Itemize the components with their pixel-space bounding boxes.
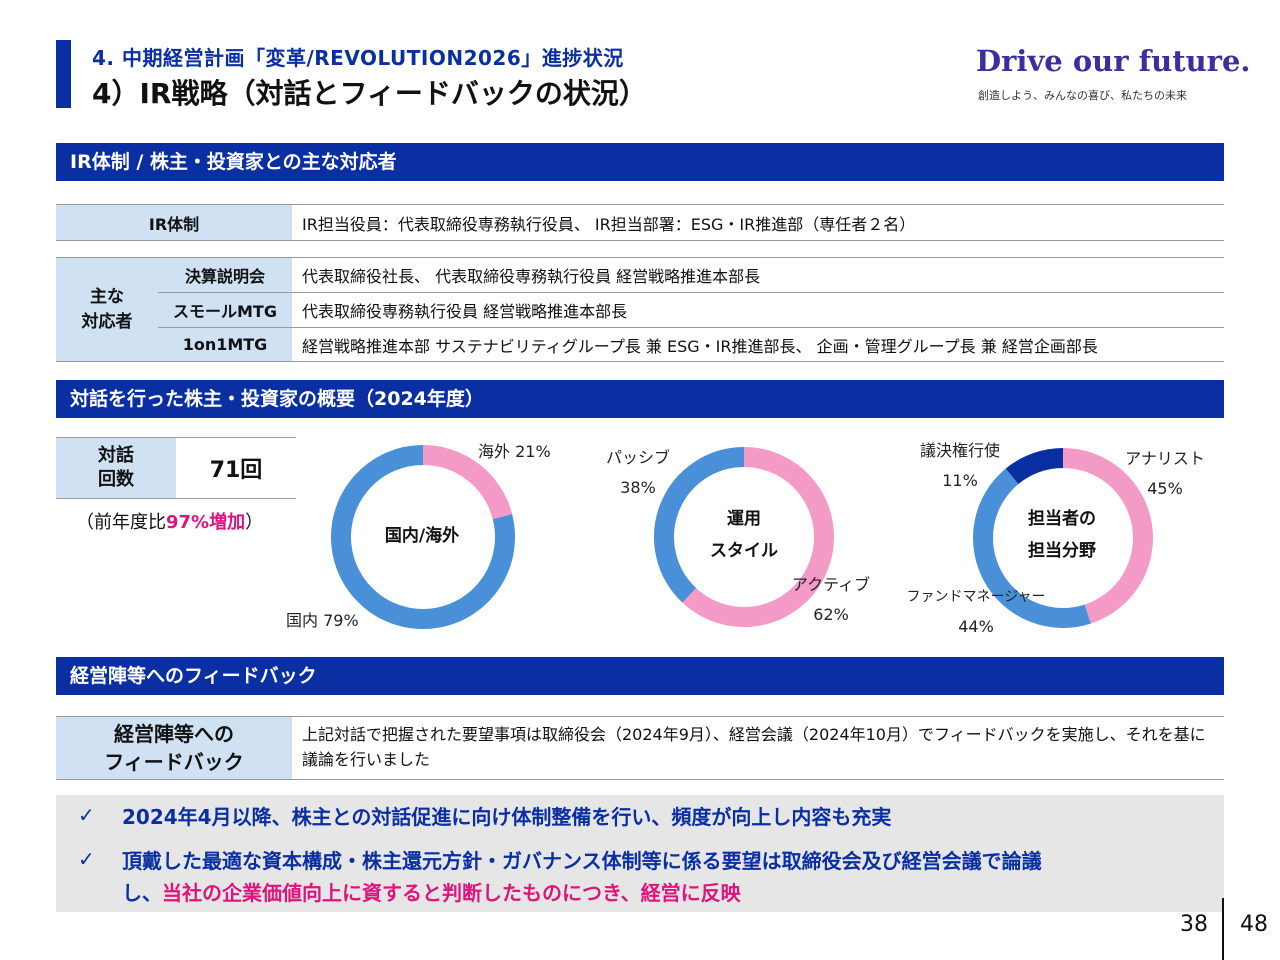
donut-segment-label: ファンドマネージャー 44% [906,589,1046,636]
ir-structure-table: IR体制 IR担当役員：代表取締役専務執行役員、 IR担当部署：ESG・IR推進… [56,204,1224,241]
section-header-dialogue-overview: 対話を行った株主・投資家の概要（2024年度） [56,380,1224,418]
dialogue-count-value: 71回 [209,458,263,483]
page-number: 38 [1180,912,1208,937]
dialogue-count-box: 対話 回数 71回 [56,437,296,499]
brand-tagline: 創造しよう、みんなの喜び、私たちの未来 [978,89,1187,102]
feedback-label-line2: フィードバック [104,750,244,774]
donut-segment-アクティブ [682,447,834,627]
responders-label-line1: 主な [90,286,124,307]
donut-segment-label: アクティブ 62% [791,575,871,624]
donut-segment-国内 [331,445,515,629]
donut-center-label: 担当者の 担当分野 [1002,503,1122,567]
summary-item-2-line2: し、当社の企業価値向上に資すると判断したものにつき、経営に反映 [122,877,1042,909]
brand-logo: Drive our future. [976,44,1251,78]
donut-center-line1: 担当者の [1028,509,1096,529]
yoy-suffix: ） [245,512,264,533]
donut-segment-アナリスト [1062,448,1153,624]
ir-structure-label: IR体制 [56,204,292,241]
page-total: 48 [1240,912,1268,937]
donut-segment-議決権行使 [1005,448,1064,485]
checkmark-icon: ✓ [78,847,95,871]
section-header-feedback: 経営陣等へのフィードバック [56,657,1224,695]
summary-item-2: 頂戴した最適な資本構成・株主還元方針・ガバナンス体制等に係る要望は取締役会及び経… [122,845,1042,909]
responders-table: 主な 対応者 決算説明会 代表取締役社長、 代表取締役専務執行役員 経営戦略推進… [56,257,1224,362]
responder-row-value: 代表取締役専務執行役員 経営戦略推進本部長 [292,292,1224,328]
responder-row-value: 代表取締役社長、 代表取締役専務執行役員 経営戦略推進本部長 [292,257,1224,293]
summary-item-2-prefix: し、 [122,881,162,905]
donut-segment-パッシブ [654,447,745,603]
donut-center-line1: 運用 [727,509,761,529]
summary-item-2-line1: 頂戴した最適な資本構成・株主還元方針・ガバナンス体制等に係る要望は取締役会及び経… [122,849,1042,873]
responder-row-label: 1on1MTG [158,327,292,362]
donut-segment-label: 海外 21% [478,442,551,461]
responders-label: 主な 対応者 [56,257,158,362]
donut-segment-ファンドマネージャー [973,468,1091,628]
donut-segment-label: アナリスト 45% [1125,449,1205,498]
donut-chart-domestic-overseas [331,445,515,629]
title-accent-bar [56,40,71,108]
dialogue-count-label-line1: 対話 [98,445,134,466]
section-header-ir-structure: IR体制 / 株主・投資家との主な対応者 [56,143,1224,181]
feedback-text: 上記対話で把握された要望事項は取締役会（2024年9月）、経営会議（2024年1… [302,725,1206,769]
feedback-label: 経営陣等への フィードバック [56,717,292,779]
yoy-prefix: （前年度比 [76,512,166,533]
yoy-highlight: 97%増加 [166,512,246,533]
dialogue-count-label-line2: 回数 [98,469,134,490]
summary-box: ✓ 2024年4月以降、株主との対話促進に向け体制整備を行い、頻度が向上し内容も… [56,795,1224,912]
donut-segment-label: 国内 79% [286,611,359,630]
donut-center-label: 運用 スタイル [684,503,804,567]
summary-item-1: 2024年4月以降、株主との対話促進に向け体制整備を行い、頻度が向上し内容も充実 [122,805,892,829]
responder-row-label: 決算説明会 [158,257,292,293]
donut-segment-海外 [422,445,513,520]
responder-row-label: スモールMTG [158,292,292,328]
page-divider [1222,898,1224,960]
donut-chart-investment-style [654,447,834,627]
yoy-comparison: （前年度比97%増加） [76,508,263,534]
ir-structure-value: IR担当役員：代表取締役専務執行役員、 IR担当部署：ESG・IR推進部（専任者… [292,204,1224,241]
summary-item-2-highlight: 当社の企業価値向上に資すると判断したものにつき、経営に反映 [162,881,741,905]
donut-segment-label: パッシブ 38% [605,448,670,497]
feedback-box: 経営陣等への フィードバック 上記対話で把握された要望事項は取締役会（2024年… [56,716,1224,780]
donut-center-line2: スタイル [710,541,778,561]
section-supertitle: 4. 中期経営計画「変革/REVOLUTION2026」進捗状況 [92,46,624,70]
donut-center-line2: 担当分野 [1028,541,1096,561]
donut-segment-label: 議決権行使 11% [919,441,1000,490]
donut-chart-responder-role [973,448,1153,628]
responders-label-line2: 対応者 [81,311,133,332]
dialogue-count-label: 対話 回数 [56,438,176,498]
donut-center-label: 国内/海外 [384,526,460,546]
feedback-label-line1: 経営陣等への [114,722,234,746]
checkmark-icon: ✓ [78,803,95,827]
page-title: 4）IR戦略（対話とフィードバックの状況） [92,77,647,110]
responder-row-value: 経営戦略推進本部 サステナビリティグループ長 兼 ESG・IR推進部長、 企画・… [292,327,1224,362]
